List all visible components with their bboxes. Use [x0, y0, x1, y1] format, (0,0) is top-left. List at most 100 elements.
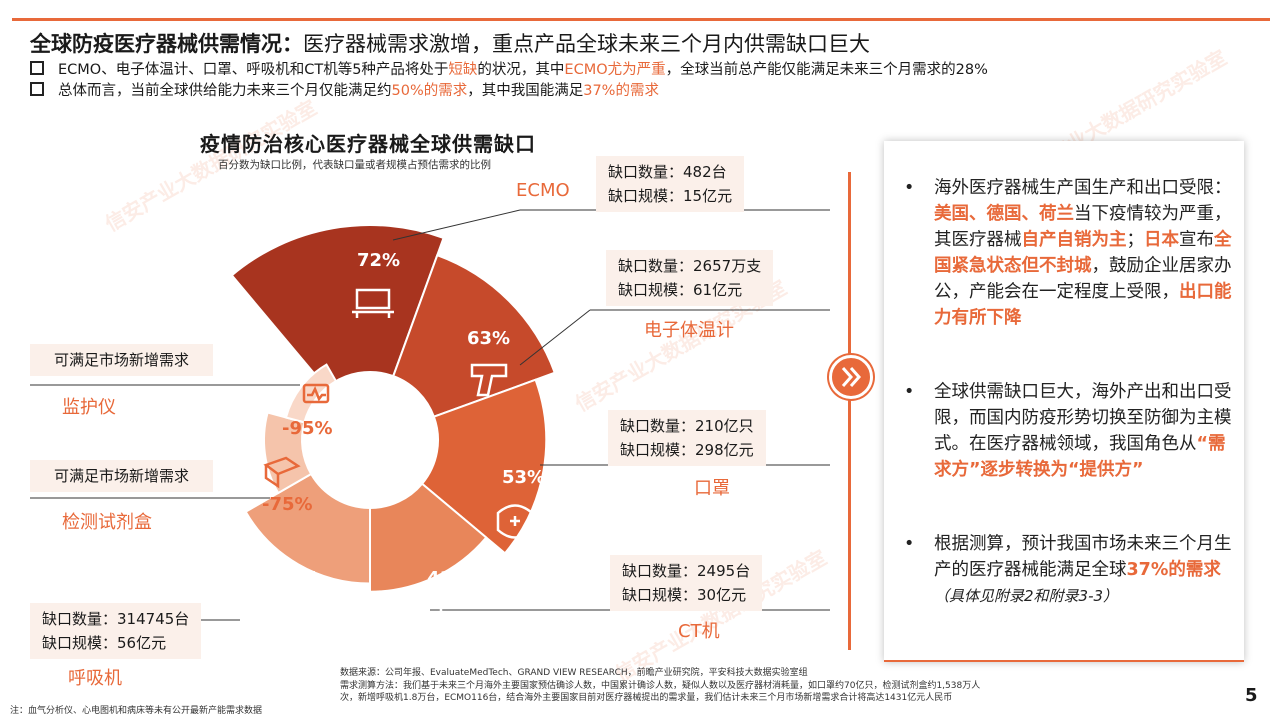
- chart-center-hole: [302, 372, 438, 508]
- source-line: 需求测算方法：我们基于未来三个月海外主要国家预估确诊人数，中国累计确诊人数，疑似…: [340, 680, 981, 691]
- gap-qty-label: 缺口数量：: [618, 257, 694, 275]
- bullet-text: ，其中我国能满足: [467, 83, 584, 99]
- analysis-item-3: • 根据测算，预计我国市场未来三个月生产的医疗器械能满足全球37%的需求 （具体见…: [904, 531, 1234, 609]
- analysis-highlight: 全国紧急状态但不封城: [934, 230, 1232, 276]
- analysis-highlight: 出口能力有所下降: [934, 282, 1232, 328]
- top-accent-line: [12, 18, 1270, 21]
- analysis-text: ；: [1126, 230, 1145, 250]
- product-label-ct: CT机: [678, 621, 720, 642]
- summary-bullet-1: ECMO、电子体温计、口罩、呼吸机和CT机等5种产品将处于短缺的状况，其中ECM…: [30, 58, 988, 79]
- source-line: 数据来源：公司年报、EvaluateMedTech、GRAND VIEW RES…: [340, 668, 808, 678]
- surplus-note: 可满足市场新增需求: [54, 467, 190, 485]
- bullet-dot: •: [904, 382, 915, 402]
- ct-scanner-icon: [417, 597, 451, 623]
- product-label-thermometer: 电子体温计: [644, 320, 734, 341]
- bullet-highlight: 50%的需求: [391, 83, 468, 99]
- segment-percent: 37%: [276, 568, 320, 589]
- gap-scale: 61亿元: [693, 281, 743, 299]
- gap-scale: 56亿元: [117, 634, 167, 652]
- chart-title: 疫情防治核心医疗器械全球供需缺口: [200, 132, 536, 156]
- gap-scale-label: 缺口规模：: [618, 281, 694, 299]
- analysis-text: 海外医疗器械生产国生产和出口受限：: [934, 178, 1232, 198]
- double-chevron-right-icon-svg: [841, 367, 862, 387]
- bullet-dot: •: [904, 534, 915, 554]
- analysis-item-1: • 海外医疗器械生产国生产和出口受限： 美国、德国、荷兰当下疫情较为严重，其医疗器…: [904, 175, 1234, 331]
- ecmo-gap-box: 缺口数量：482台 缺口规模：15亿元: [596, 156, 745, 212]
- analysis-highlight: 美国、德国、荷兰: [934, 204, 1074, 224]
- monitor-note-box: 可满足市场新增需求: [30, 344, 214, 376]
- gap-qty: 2495台: [697, 562, 751, 580]
- monitor-icon: [302, 383, 330, 404]
- analysis-item-2: • 全球供需缺口巨大，海外产出和出口受限，而国内防疫形势切换至防御为主模式。在医…: [904, 379, 1234, 483]
- bullet-dot: •: [904, 178, 915, 198]
- segment-percent: -75%: [262, 494, 313, 515]
- gap-qty: 314745台: [117, 610, 190, 628]
- test-kit-icon: [263, 456, 301, 489]
- segment-percent: 72%: [357, 250, 401, 271]
- thermometer-gun-icon: [470, 363, 508, 397]
- leader-line: [392, 209, 521, 241]
- testkit-note-box: 可满足市场新增需求: [30, 460, 214, 492]
- source-line: 次，新增呼吸机1.8万台，ECMO116台，结合海外主要国家目前对医疗器械提出的…: [340, 693, 953, 703]
- product-label-testkit: 检测试剂盒: [62, 512, 152, 533]
- segment-percent: 63%: [467, 328, 511, 349]
- gap-qty: 210亿只: [695, 417, 754, 435]
- ventilator-icon: [291, 592, 329, 618]
- gap-scale: 30亿元: [697, 586, 747, 604]
- bullet-highlight: 37%的需求: [583, 83, 659, 99]
- gap-qty-label: 缺口数量：: [42, 610, 118, 628]
- product-label-ventilator: 呼吸机: [68, 668, 122, 689]
- title-rest: 医疗器械需求激增，重点产品全球未来三个月内供需缺口巨大: [303, 32, 870, 56]
- rose-chart: [30, 209, 830, 623]
- chart-subtitle: 百分数为缺口比例，代表缺口量或者规模占预估需求的比例: [218, 159, 491, 171]
- mask-icon: [496, 504, 534, 539]
- product-label-ecmo: ECMO: [516, 180, 570, 201]
- analysis-panel: • 海外医疗器械生产国生产和出口受限： 美国、德国、荷兰当下疫情较为严重，其医疗器…: [884, 141, 1244, 662]
- chart-segment-0: [230, 224, 445, 390]
- gap-qty-label: 缺口数量：: [620, 417, 696, 435]
- thermometer-gap-box: 缺口数量：2657万支 缺口规模：61亿元: [606, 250, 774, 306]
- page-title: 全球防疫医疗器械供需情况：医疗器械需求激增，重点产品全球未来三个月内供需缺口巨大: [30, 28, 870, 58]
- leader-line: [519, 309, 591, 366]
- page-number: 5: [1245, 685, 1258, 706]
- analysis-highlight: “需求方”逐步转换为“提供方”: [934, 434, 1226, 480]
- gap-scale: 298亿元: [695, 441, 754, 459]
- bullet-text: 总体而言，当前全球供给能力未来三个月仅能满足约: [58, 83, 392, 99]
- surplus-note: 可满足市场新增需求: [54, 351, 190, 369]
- ct-gap-box: 缺口数量：2495台 缺口规模：30亿元: [610, 555, 763, 611]
- gap-scale-label: 缺口规模：: [620, 441, 696, 459]
- segment-percent: 41%: [427, 568, 471, 589]
- segment-percent: 53%: [502, 467, 546, 488]
- square-bullet-icon: [30, 61, 44, 75]
- segment-percent: -95%: [282, 418, 333, 439]
- bullet-highlight: 短缺: [448, 62, 478, 78]
- bullet-text: ，全球当前总产能仅能满足未来三个月需求的28%: [665, 62, 988, 78]
- gap-qty-label: 缺口数量：: [622, 562, 698, 580]
- bullet-text: ECMO、电子体温计、口罩、呼吸机和CT机等5种产品将处于: [58, 62, 449, 78]
- bullet-highlight: ECMO尤为严重: [564, 62, 666, 78]
- gap-scale-label: 缺口规模：: [608, 187, 684, 205]
- gap-qty-label: 缺口数量：: [608, 163, 684, 181]
- gap-scale: 15亿元: [683, 187, 733, 205]
- analysis-text: 根据测算，预计我国市场未来三个月生产的医疗器械能满足全球: [934, 534, 1232, 580]
- summary-bullet-2: 总体而言，当前全球供给能力未来三个月仅能满足约50%的需求，其中我国能满足37%…: [30, 79, 659, 100]
- data-source: 数据来源：公司年报、EvaluateMedTech、GRAND VIEW RES…: [340, 667, 1110, 705]
- square-bullet-icon: [30, 82, 44, 96]
- bullet-text: 的状况，其中: [477, 62, 565, 78]
- analysis-text: 全球供需缺口巨大，海外产出和出口受限，而国内防疫形势切换至防御为主模式。在医疗器…: [934, 382, 1232, 454]
- footnote: 注：血气分析仪、心电图机和病床等未有公开最新产能需求数据: [10, 706, 263, 716]
- ventilator-gap-box: 缺口数量：314745台 缺口规模：56亿元: [30, 603, 202, 659]
- vertical-divider: [848, 172, 851, 650]
- mask-gap-box: 缺口数量：210亿只 缺口规模：298亿元: [608, 410, 766, 466]
- double-chevron-right-icon: [829, 355, 873, 399]
- analysis-highlight: 37%的需求: [1126, 560, 1221, 580]
- bed-icon: [352, 288, 394, 318]
- analysis-text: 当下疫情较为严重，其医疗器械: [934, 204, 1232, 250]
- analysis-appendix-ref: （具体见附录2和附录3-3）: [934, 587, 1119, 605]
- analysis-text: 宣布: [1179, 230, 1214, 250]
- product-label-mask: 口罩: [694, 478, 730, 499]
- title-bold: 全球防疫医疗器械供需情况：: [30, 32, 303, 56]
- gap-scale-label: 缺口规模：: [622, 586, 698, 604]
- gap-qty: 482台: [683, 163, 727, 181]
- analysis-text: ，鼓励企业居家办公，产能会在一定程度上受限，: [934, 256, 1232, 302]
